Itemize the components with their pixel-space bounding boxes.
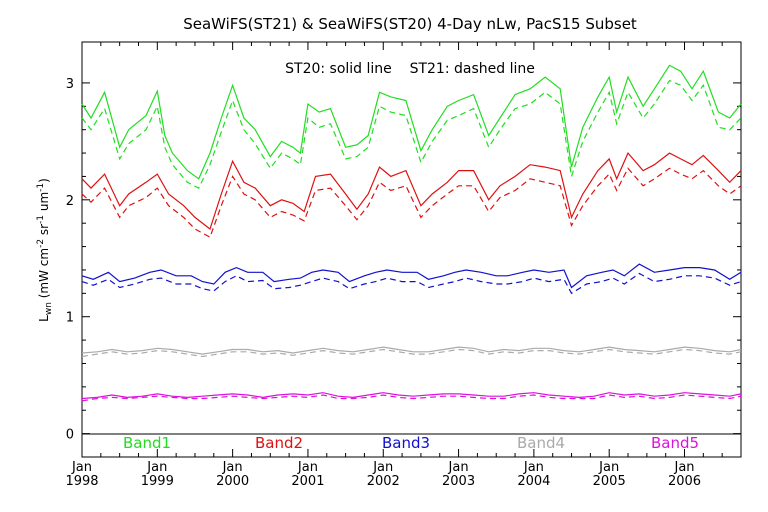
x-tick-month-2: Jan [222, 460, 243, 475]
x-axis-ticks: Jan1998Jan1999Jan2000Jan2001Jan2002Jan20… [65, 42, 742, 489]
y-label-main: L [37, 315, 51, 322]
x-tick-month-1: Jan [146, 460, 167, 475]
x-tick-month-8: Jan [673, 460, 694, 475]
x-tick-year-4: 2002 [367, 474, 400, 489]
band4-st21-line [81, 348, 742, 358]
chart-title: SeaWiFS(ST21) & SeaWiFS(ST20) 4-Day nLw,… [183, 15, 637, 33]
band1-st20-line [81, 64, 742, 180]
y-tick-label-1: 1 [66, 311, 74, 326]
y-label-sup1: -2 [36, 239, 46, 248]
x-tick-year-5: 2003 [442, 474, 475, 489]
x-tick-year-6: 2004 [517, 474, 550, 489]
band5-st21-line [81, 394, 742, 402]
band2-st21-line [81, 167, 742, 239]
series-lines [81, 64, 742, 402]
band3-st20-line [81, 263, 742, 289]
x-tick-month-6: Jan [523, 460, 544, 475]
legend-band2: Band2 [255, 434, 303, 452]
plot-frame [81, 41, 742, 458]
x-tick-month-7: Jan [598, 460, 619, 475]
line-style-note: ST20: solid line ST21: dashed line [285, 61, 535, 77]
x-tick-year-1: 1999 [141, 474, 174, 489]
legend-band3: Band3 [382, 434, 430, 452]
band5-st20-line [81, 392, 742, 400]
x-tick-year-2: 2000 [216, 474, 249, 489]
x-tick-year-3: 2001 [291, 474, 324, 489]
x-tick-month-5: Jan [448, 460, 469, 475]
band1-st21-line [81, 79, 742, 189]
band-legend: Band1 Band2 Band3 Band4 Band5 [123, 434, 699, 452]
legend-band4: Band4 [517, 434, 565, 452]
x-tick-month-3: Jan [297, 460, 318, 475]
y-label-sub: wn [44, 302, 54, 315]
y-label-sup3: -1 [36, 183, 46, 192]
y-label-sup2: -1 [36, 215, 46, 224]
y-label-rest2: sr [37, 224, 51, 239]
band3-st21-line [81, 272, 742, 295]
y-label-rest4: ) [37, 178, 51, 183]
legend-band1: Band1 [123, 434, 171, 452]
y-tick-label-3: 3 [66, 77, 74, 92]
y-axis-label: Lwn (mW cm-2 sr-1 um-1) [36, 178, 54, 322]
x-tick-month-0: Jan [71, 460, 92, 475]
legend-band5: Band5 [651, 434, 699, 452]
x-tick-month-4: Jan [372, 460, 393, 475]
band2-st20-line [81, 151, 742, 230]
y-label-rest1: (mW cm [37, 248, 51, 302]
x-tick-year-8: 2006 [668, 474, 701, 489]
y-axis-ticks: 0 1 2 3 [66, 77, 741, 443]
y-tick-label-0: 0 [66, 428, 74, 443]
y-tick-label-2: 2 [66, 194, 74, 209]
x-tick-year-7: 2005 [593, 474, 626, 489]
band4-st20-line [81, 346, 742, 355]
y-label-rest3: um [37, 192, 51, 215]
x-tick-year-0: 1998 [65, 474, 98, 489]
